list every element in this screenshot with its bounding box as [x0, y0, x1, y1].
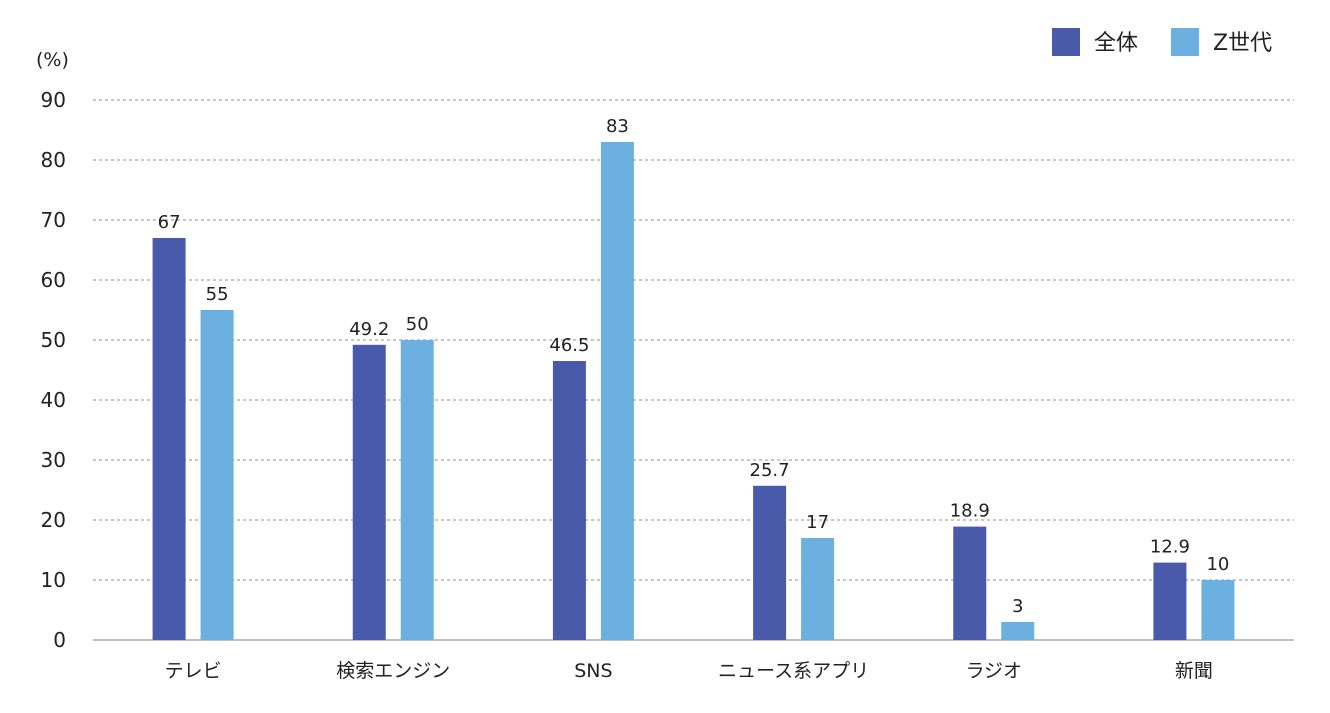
x-category-label: ニュース系アプリ: [718, 660, 869, 682]
y-tick-label: 30: [41, 448, 66, 472]
x-category-label: 検索エンジン: [336, 660, 450, 682]
data-label: 12.9: [1150, 537, 1190, 558]
data-label: 46.5: [549, 335, 589, 356]
y-axis-ticks: 0 10 20 30 40 50 60 70 80 90: [41, 88, 66, 652]
data-label: 17: [806, 512, 829, 533]
x-category-label: 新聞: [1175, 660, 1213, 682]
data-label: 3: [1012, 596, 1023, 617]
x-category-label: SNS: [574, 660, 612, 682]
data-label: 10: [1206, 554, 1229, 575]
data-label: 49.2: [349, 319, 389, 340]
y-tick-label: 70: [41, 208, 66, 232]
bar: [753, 485, 787, 640]
data-label: 55: [206, 284, 229, 305]
legend-swatch: [1171, 28, 1199, 56]
y-tick-label: 40: [41, 388, 66, 412]
data-label: 50: [406, 314, 429, 335]
x-category-label: ラジオ: [965, 660, 1022, 682]
x-axis-categories: テレビ 検索エンジン SNS ニュース系アプリ ラジオ 新聞: [165, 660, 1213, 682]
legend-label: Z世代: [1213, 31, 1272, 56]
y-tick-label: 20: [41, 508, 66, 532]
bar: [1201, 580, 1235, 640]
data-label: 18.9: [950, 501, 990, 522]
y-axis-unit-label: (%): [36, 49, 69, 71]
bar: [152, 238, 186, 640]
y-tick-label: 80: [41, 148, 66, 172]
bar: [400, 340, 434, 640]
data-label: 67: [158, 212, 181, 233]
legend: 全体 Z世代: [1052, 28, 1272, 56]
legend-swatch: [1052, 28, 1080, 56]
bar: [352, 344, 386, 640]
data-labels: 67 55 49.2 50 46.5 83 25.7 17 18.9 3 12.9 10: [158, 116, 1230, 617]
bar: [1153, 562, 1187, 640]
y-tick-label: 10: [41, 568, 66, 592]
y-tick-label: 90: [41, 88, 66, 112]
data-label: 25.7: [750, 460, 790, 481]
bars: [152, 142, 1235, 640]
legend-label: 全体: [1094, 31, 1138, 56]
bar: [552, 361, 586, 640]
y-tick-label: 0: [53, 628, 66, 652]
bar: [600, 142, 634, 640]
y-tick-label: 60: [41, 268, 66, 292]
bar: [953, 526, 987, 640]
bar: [1001, 622, 1035, 640]
bar: [801, 538, 835, 640]
data-label: 83: [606, 116, 629, 137]
bar: [200, 310, 234, 640]
gridlines: [93, 99, 1294, 641]
x-category-label: テレビ: [165, 660, 222, 682]
y-tick-label: 50: [41, 328, 66, 352]
